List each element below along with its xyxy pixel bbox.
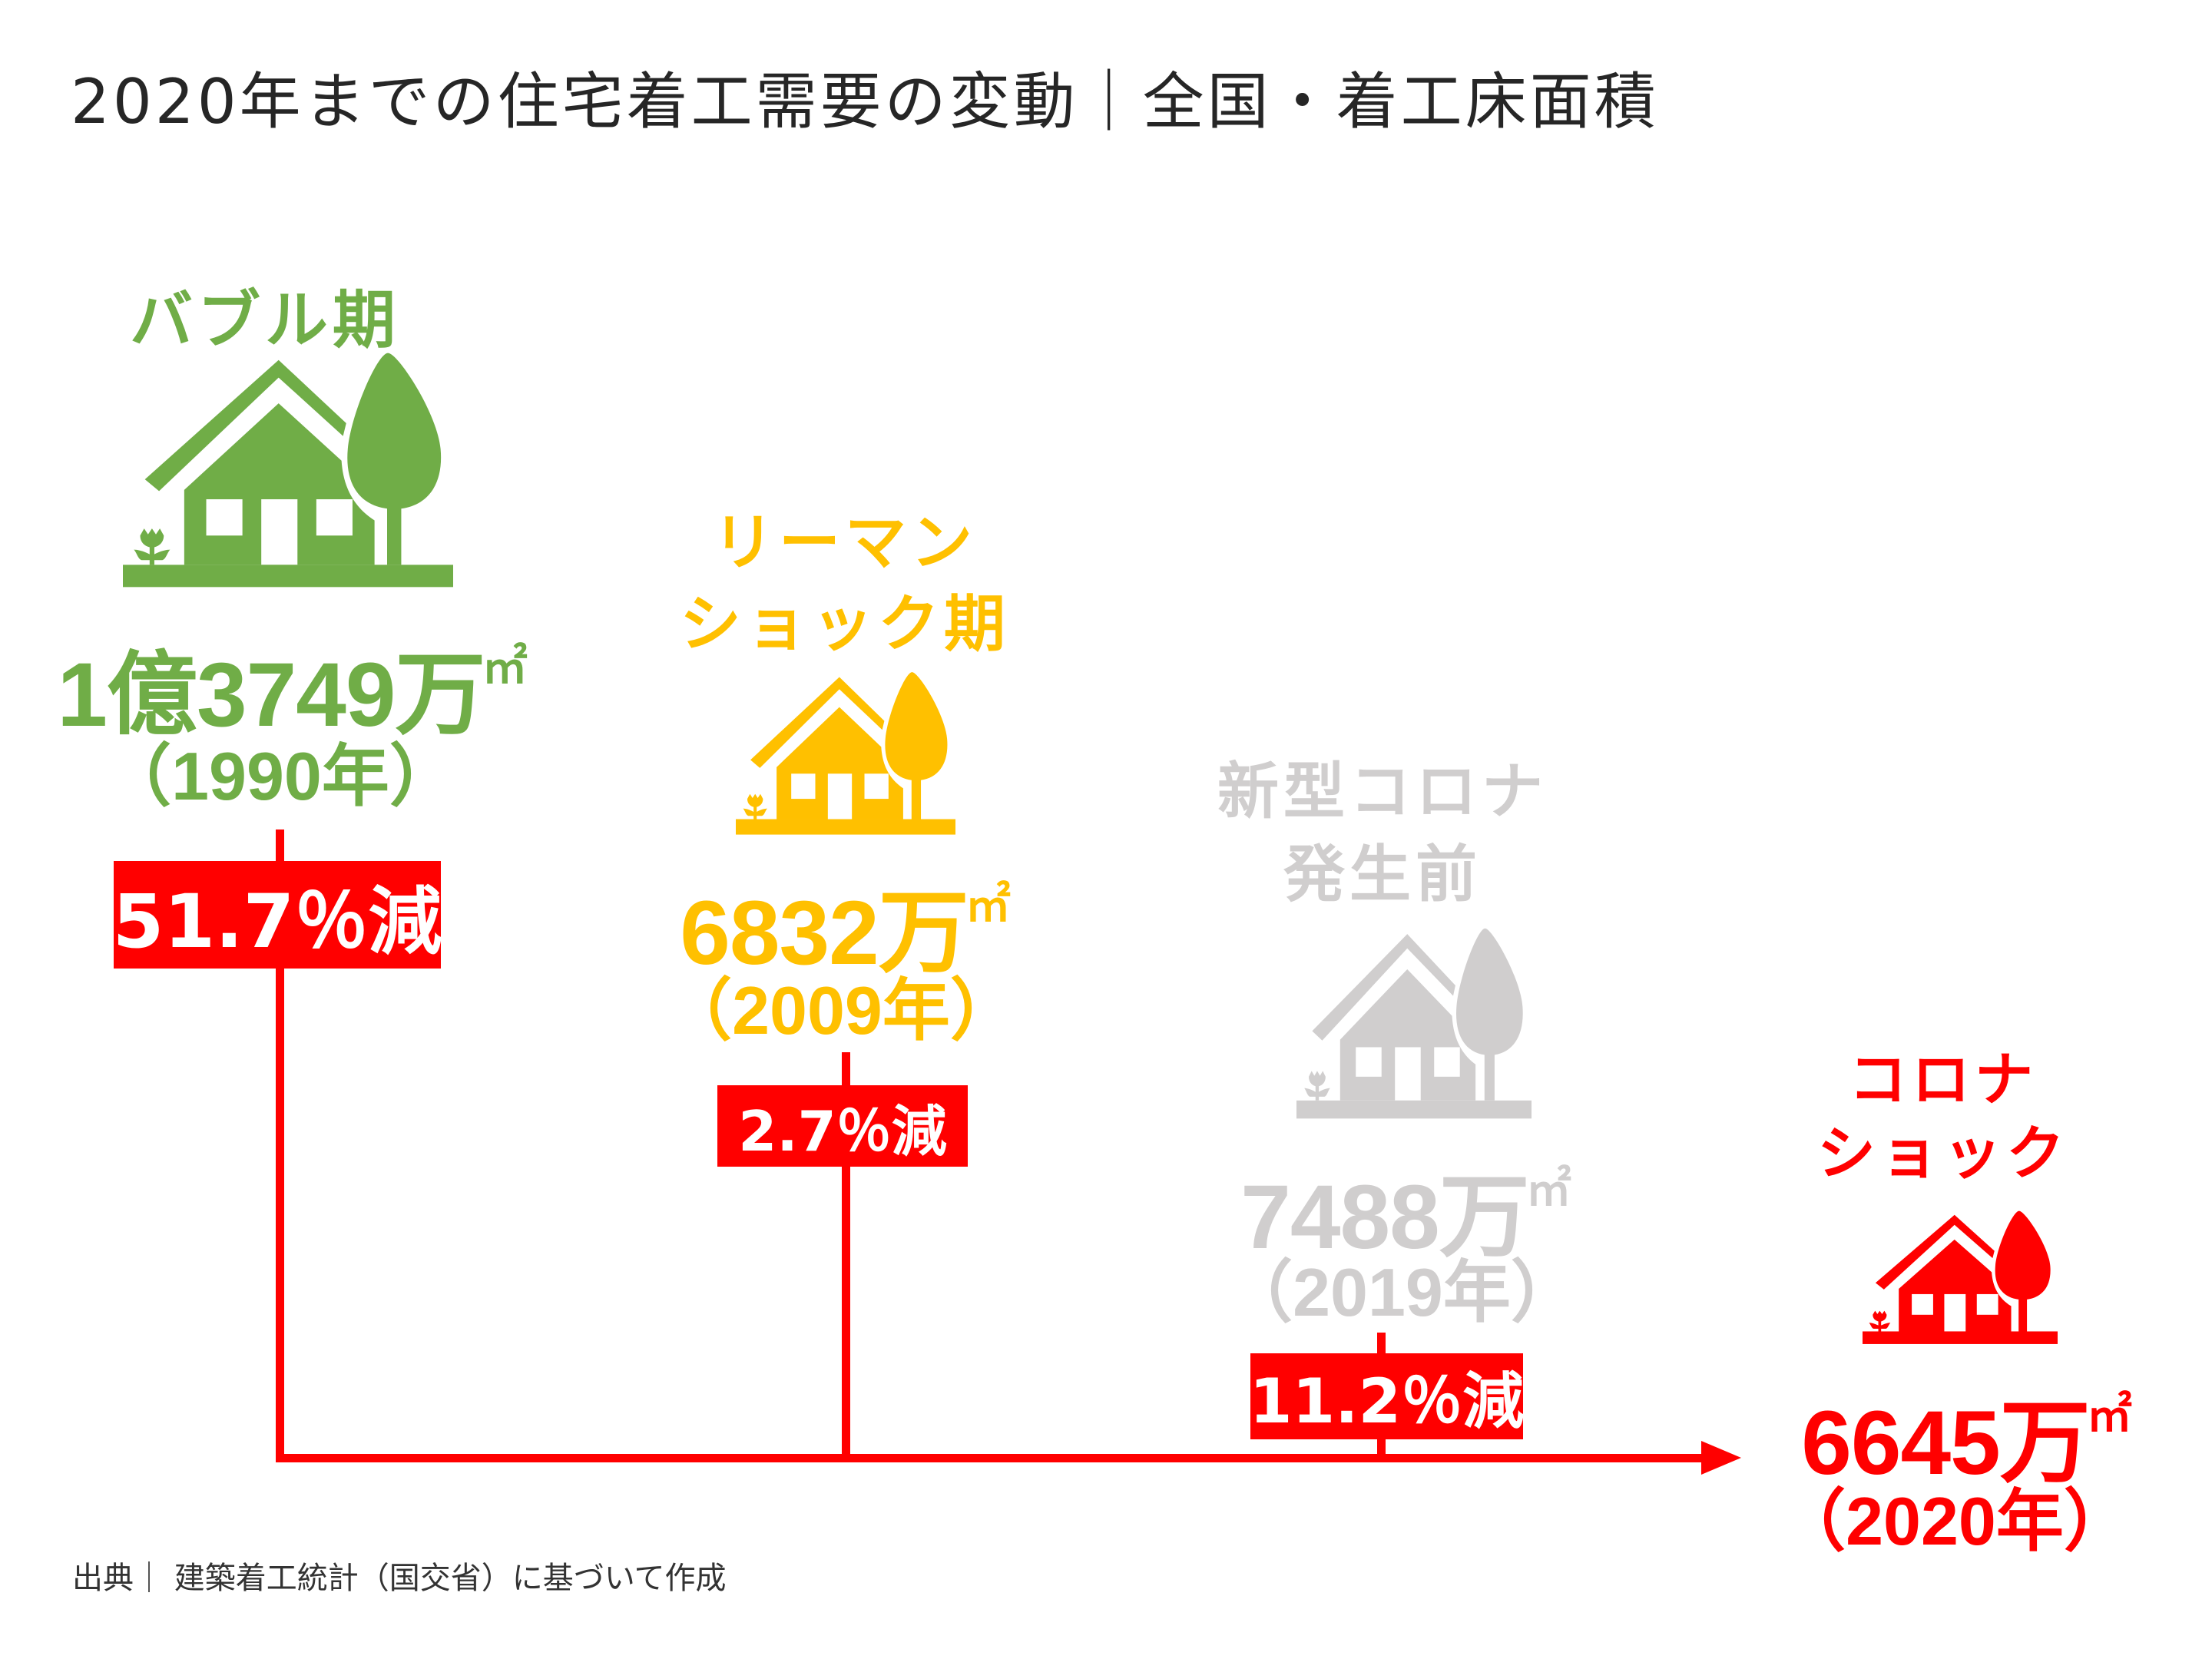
decrease-badge-1990: 51.7％減 xyxy=(113,861,442,969)
corona-period-label-line2: ショック xyxy=(1817,1119,2069,1187)
arrow-right-icon xyxy=(1701,1441,1741,1475)
lehman-floor-area: 6832万㎡ xyxy=(645,859,1045,990)
lehman-floor-area-value: 6832万 xyxy=(680,882,969,984)
corona-year: （2020年） xyxy=(1778,1483,2131,1559)
timeline-axis xyxy=(276,1454,1704,1462)
timeline-vertical-2009 xyxy=(842,1052,850,1462)
pre-corona-floor-area-value: 7488万 xyxy=(1240,1167,1530,1268)
bubble-floor-area-unit: ㎡ xyxy=(482,641,528,693)
decrease-badge-2019: 11.2％減 xyxy=(1250,1353,1524,1439)
corona-floor-area-unit: ㎡ xyxy=(2086,1389,2132,1441)
lehman-year: （2009年） xyxy=(664,972,1018,1048)
lehman-period-label-line1: リーマン xyxy=(713,507,977,578)
decrease-badge-2009: 2.7％減 xyxy=(717,1085,968,1167)
pre-corona-year: （2019年） xyxy=(1225,1254,1578,1330)
timeline-vertical-1990 xyxy=(276,830,284,1462)
page-title: 2020年までの住宅着工需要の変動｜全国・着工床面積 xyxy=(71,66,1659,137)
house-tree-icon xyxy=(123,349,453,595)
lehman-period-label-line2: ショック期 xyxy=(680,588,1010,660)
house-tree-icon xyxy=(736,670,955,840)
corona-floor-area: 6645万㎡ xyxy=(1767,1369,2166,1500)
pre-corona-period-label-line2: 発生前 xyxy=(1283,839,1482,910)
house-tree-icon xyxy=(1296,926,1532,1125)
bubble-year: （1990年） xyxy=(104,738,457,814)
house-tree-icon xyxy=(1863,1209,2058,1349)
bubble-floor-area-value: 1億3749万 xyxy=(57,644,485,746)
corona-period-label-line1: コロナ xyxy=(1849,1045,2038,1114)
pre-corona-period-label-line1: 新型コロナ xyxy=(1217,756,1548,827)
pre-corona-floor-area: 7488万㎡ xyxy=(1206,1143,1605,1274)
bubble-period-label: バブル期 xyxy=(129,284,400,357)
source-footnote: 出典｜ 建築着工統計（国交省）に基づいて作成 xyxy=(72,1561,727,1596)
pre-corona-floor-area-unit: ㎡ xyxy=(1525,1164,1571,1215)
corona-floor-area-value: 6645万 xyxy=(1801,1392,2091,1494)
bubble-floor-area: 1億3749万㎡ xyxy=(38,621,545,752)
lehman-floor-area-unit: ㎡ xyxy=(965,879,1011,931)
